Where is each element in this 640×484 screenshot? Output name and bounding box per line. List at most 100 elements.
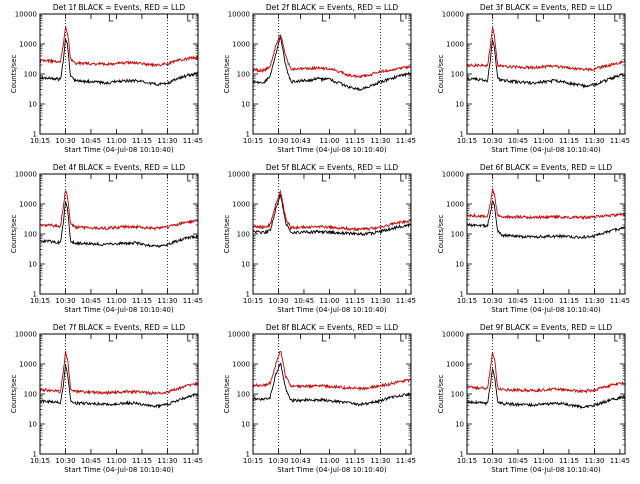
y-tick-label: 1000 (446, 41, 464, 49)
x-tick-label: 11:00 (319, 457, 339, 465)
y-tick-label: 10 (455, 421, 464, 429)
events-series-line (39, 364, 199, 409)
detector-panel-6: Det 6f BLACK = Events, RED = LLD 1 10 100 10… (437, 163, 630, 314)
x-axis-label: Start Time (04-Jul-08 10:10:40) (64, 466, 174, 474)
x-tick-label: 11:15 (345, 137, 365, 145)
x-tick-label: 11:30 (157, 137, 177, 145)
lld-series-line (252, 350, 412, 392)
detector-panel-7: Det 7f BLACK = Events, RED = LLD 1 10 100 10… (10, 323, 203, 474)
events-series-line (466, 38, 626, 89)
x-tick-label: 11:15 (559, 137, 579, 145)
y-tick-label: 100 (237, 71, 250, 79)
x-tick-label: 11:00 (533, 137, 553, 145)
y-tick-label: 1000 (19, 41, 37, 49)
y-tick-label: 100 (237, 231, 250, 239)
x-tick-label: 11:15 (132, 137, 152, 145)
plot-frame (466, 333, 626, 455)
x-axis-label: Start Time (04-Jul-08 10:10:40) (277, 146, 387, 154)
x-tick-label: 11:00 (106, 297, 126, 305)
top-bracket-mark (400, 14, 404, 22)
y-tick-label: 10000 (442, 171, 464, 179)
top-bracket-mark (614, 334, 618, 342)
events-series-line (252, 193, 412, 237)
x-tick-label: 11:45 (610, 137, 630, 145)
x-tick-label: 10:45 (294, 297, 314, 305)
plot-frame (39, 333, 199, 455)
y-tick-label: 1 (460, 131, 464, 139)
y-tick-label: 1 (246, 131, 250, 139)
y-tick-label: 100 (24, 231, 37, 239)
y-tick-label: 1000 (232, 361, 250, 369)
detector-panel-3: Det 3f BLACK = Events, RED = LLD 1 10 100 10… (437, 3, 630, 154)
detector-panel-8: Det 8f BLACK = Events, RED = LLD 1 10 100 10… (223, 323, 416, 474)
panel-title: Det 2f BLACK = Events, RED = LLD (266, 3, 399, 12)
plot-frame (39, 13, 199, 135)
x-tick-label: 11:15 (345, 457, 365, 465)
x-tick-label: 10:15 (457, 137, 477, 145)
y-tick-label: 10000 (228, 11, 250, 19)
x-tick-label: 11:45 (610, 297, 630, 305)
detector-panel-4: Det 4f BLACK = Events, RED = LLD 1 10 100 10… (10, 163, 203, 314)
lld-series-line (39, 350, 198, 396)
x-tick-label: 10:15 (243, 457, 263, 465)
x-tick-label: 10:45 (508, 137, 528, 145)
lld-series-line (466, 27, 626, 73)
y-tick-label: 100 (24, 71, 37, 79)
x-axis-label: Start Time (04-Jul-08 10:10:40) (491, 146, 601, 154)
y-tick-label: 10000 (15, 171, 37, 179)
panel-title: Det 3f BLACK = Events, RED = LLD (480, 3, 613, 12)
x-tick-label: 11:30 (370, 137, 390, 145)
y-tick-label: 10 (241, 261, 250, 269)
y-axis-label: Counts/sec (437, 55, 445, 94)
x-tick-label: 10:15 (243, 297, 263, 305)
x-tick-label: 10:15 (457, 297, 477, 305)
y-tick-label: 1 (33, 451, 37, 459)
detector-panel-1: Det 1f BLACK = Events, RED = LLD 1 10 100 10… (10, 3, 203, 154)
x-tick-label: 10:15 (243, 137, 263, 145)
panel-title: Det 9f BLACK = Events, RED = LLD (480, 323, 613, 332)
x-tick-label: 11:30 (584, 137, 604, 145)
x-tick-label: 10:30 (482, 457, 502, 465)
plot-frame (466, 173, 626, 295)
y-axis-label: Counts/sec (10, 215, 18, 254)
x-tick-label: 11:30 (584, 457, 604, 465)
y-tick-label: 100 (451, 391, 464, 399)
top-bracket-mark (187, 174, 191, 182)
x-tick-label: 11:00 (319, 297, 339, 305)
x-tick-label: 11:45 (396, 137, 416, 145)
x-tick-label: 11:30 (370, 457, 390, 465)
y-tick-label: 100 (451, 71, 464, 79)
y-axis-label: Counts/sec (223, 375, 231, 414)
y-axis-label: Counts/sec (437, 375, 445, 414)
x-tick-label: 11:30 (370, 297, 390, 305)
x-tick-label: 11:15 (345, 297, 365, 305)
x-tick-label: 10:45 (508, 457, 528, 465)
y-tick-label: 10 (28, 261, 37, 269)
x-tick-label: 11:15 (132, 457, 152, 465)
y-tick-label: 1 (246, 291, 250, 299)
y-tick-label: 10 (28, 421, 37, 429)
x-tick-label: 10:15 (30, 457, 50, 465)
x-tick-label: 10:15 (457, 457, 477, 465)
lld-series-line (466, 352, 626, 394)
x-tick-label: 10:43 (290, 137, 310, 145)
panel-title: Det 1f BLACK = Events, RED = LLD (53, 3, 186, 12)
x-tick-label: 11:30 (157, 457, 177, 465)
y-tick-label: 1 (246, 451, 250, 459)
events-series-line (39, 37, 199, 87)
x-tick-label: 10:30 (55, 457, 75, 465)
y-tick-label: 10 (28, 101, 37, 109)
x-tick-label: 10:43 (290, 457, 310, 465)
events-series-line (252, 362, 412, 407)
y-tick-label: 1000 (232, 201, 250, 209)
panel-title: Det 6f BLACK = Events, RED = LLD (480, 163, 613, 172)
panel-title: Det 5f BLACK = Events, RED = LLD (266, 163, 399, 172)
x-tick-label: 11:00 (319, 137, 339, 145)
y-axis-label: Counts/sec (10, 55, 18, 94)
top-bracket-mark (187, 14, 191, 22)
lld-series-line (467, 188, 626, 221)
y-axis-label: Counts/sec (223, 55, 231, 94)
x-tick-label: 10:45 (81, 457, 101, 465)
x-tick-label: 11:45 (183, 137, 203, 145)
x-tick-label: 10:30 (55, 137, 75, 145)
